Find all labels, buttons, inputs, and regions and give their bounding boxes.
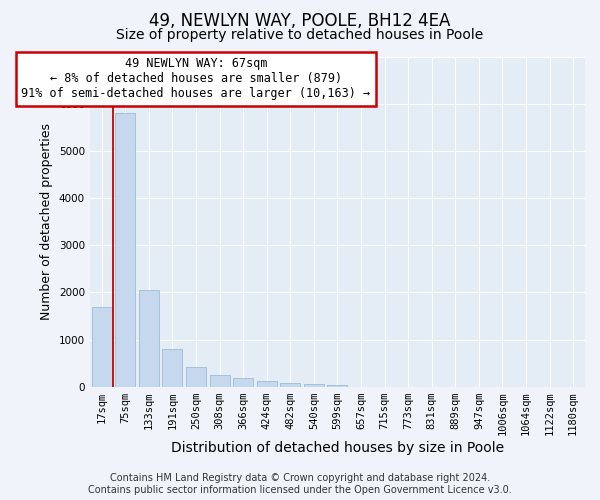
Bar xyxy=(257,381,277,387)
Bar xyxy=(328,385,347,387)
Text: Size of property relative to detached houses in Poole: Size of property relative to detached ho… xyxy=(116,28,484,42)
Bar xyxy=(304,384,324,387)
Text: 49, NEWLYN WAY, POOLE, BH12 4EA: 49, NEWLYN WAY, POOLE, BH12 4EA xyxy=(149,12,451,30)
Bar xyxy=(163,349,182,387)
Text: 49 NEWLYN WAY: 67sqm
← 8% of detached houses are smaller (879)
91% of semi-detac: 49 NEWLYN WAY: 67sqm ← 8% of detached ho… xyxy=(22,58,371,100)
Bar xyxy=(209,374,230,387)
Y-axis label: Number of detached properties: Number of detached properties xyxy=(40,123,53,320)
Bar xyxy=(280,383,301,387)
X-axis label: Distribution of detached houses by size in Poole: Distribution of detached houses by size … xyxy=(171,441,504,455)
Bar xyxy=(233,378,253,387)
Bar xyxy=(186,366,206,387)
Bar xyxy=(115,113,136,387)
Bar xyxy=(92,306,112,387)
Text: Contains HM Land Registry data © Crown copyright and database right 2024.
Contai: Contains HM Land Registry data © Crown c… xyxy=(88,474,512,495)
Bar xyxy=(139,290,159,387)
